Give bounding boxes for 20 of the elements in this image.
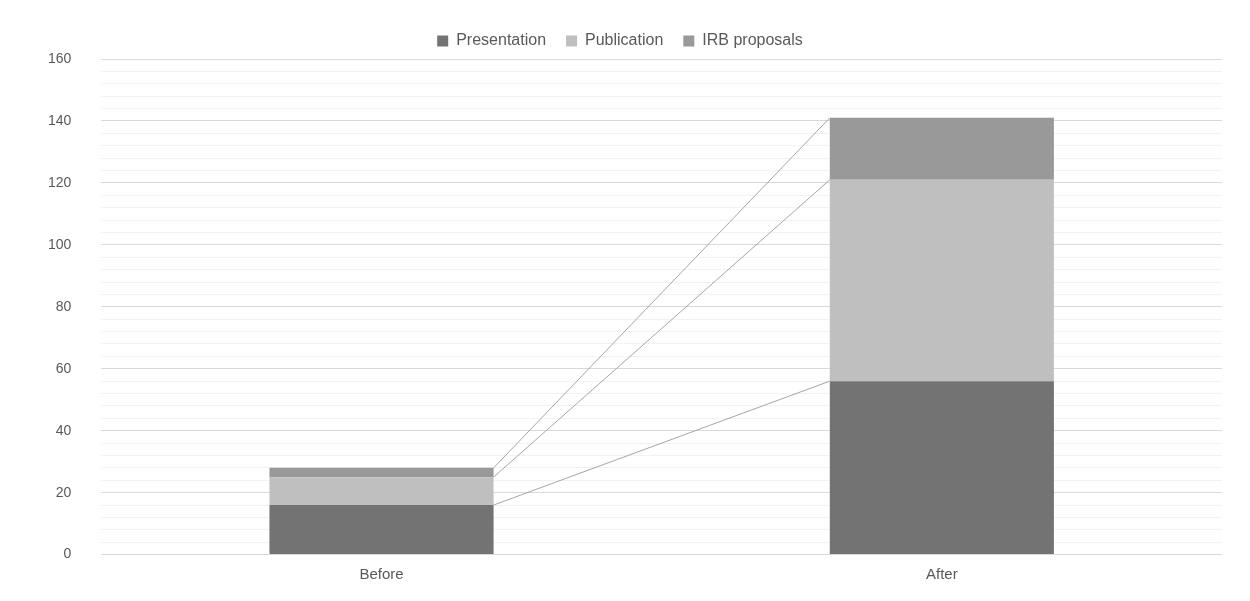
y-tick-label: 0 [63,545,72,562]
bar [829,179,1054,382]
y-tick-label: 20 [55,483,72,500]
y-tick-label: 140 [48,111,72,128]
x-tick-label: Before [359,564,404,582]
bar [269,505,494,555]
x-tick-label: After [926,564,958,582]
bar [269,467,494,478]
y-tick-label: 80 [55,297,72,314]
bar [269,477,494,506]
y-tick-label: 60 [55,359,72,376]
y-tick-label: 120 [48,173,72,190]
y-tick-label: 100 [48,235,72,252]
bar [829,117,1054,180]
legend-label: Publication [585,31,664,49]
y-tick-label: 160 [48,49,72,66]
legend-label: IRB proposals [702,31,803,49]
y-tick-label: 40 [55,421,72,438]
bar [829,381,1054,555]
legend-label: Presentation [456,31,547,49]
